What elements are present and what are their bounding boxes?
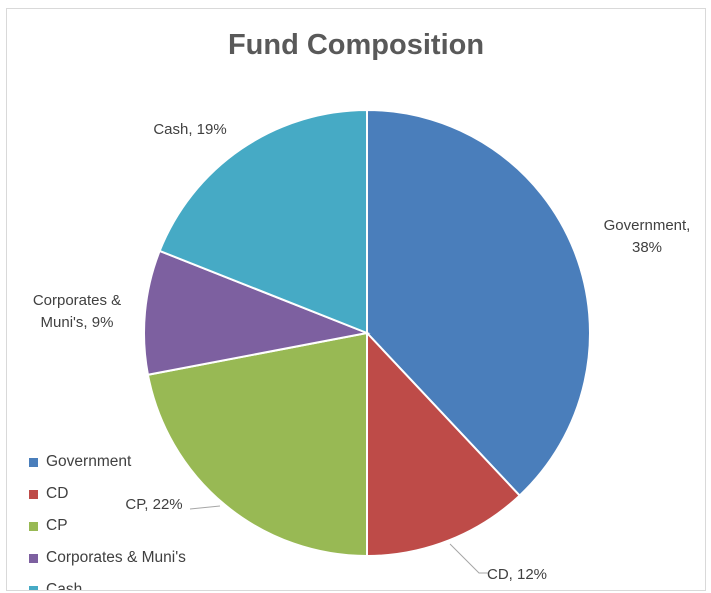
data-label-government: Government, 38% [604,217,691,256]
legend-label: Cash [46,581,83,591]
legend-label: CP [46,517,68,534]
legend-label: Corporates & Muni's [46,549,186,566]
legend: Government CD CP Corporates & Muni's Cash [29,446,186,591]
legend-swatch [29,521,38,531]
data-label-cp: CP, 22% [125,496,182,513]
data-label-cd: CD, 12% [487,566,547,583]
pie-slice-government [366,108,591,497]
legend-item-cash: Cash [29,574,186,591]
legend-label: Government [46,453,132,470]
pie-slice-cp [146,331,368,558]
legend-swatch [29,553,38,563]
leader-line-cd [449,543,489,574]
data-label-corporates-muni-s: Corporates & Muni's, 9% [33,292,121,331]
pie-slice-corporates-muni-s [143,249,371,376]
data-label-cash: Cash, 19% [153,121,226,138]
pie-slice-cd [366,330,522,558]
legend-swatch [29,489,38,499]
leader-line-cp [189,505,221,510]
legend-swatch [29,457,38,467]
legend-item-cd: CD [29,478,186,510]
legend-swatch [29,585,38,590]
legend-label: CD [46,485,69,502]
pie-chart: Government, 38% CD, 12% CP, 22% Corporates &… [33,108,691,583]
legend-item-cp: CP [29,510,186,542]
pie-slice-cash [158,108,368,335]
chart-frame: Fund Composition Government, 38% CD, 12% CP… [6,8,706,591]
legend-item-corporates-muni-s: Corporates & Muni's [29,542,186,574]
chart-title: Fund Composition [227,29,485,61]
legend-item-government: Government [29,446,186,478]
